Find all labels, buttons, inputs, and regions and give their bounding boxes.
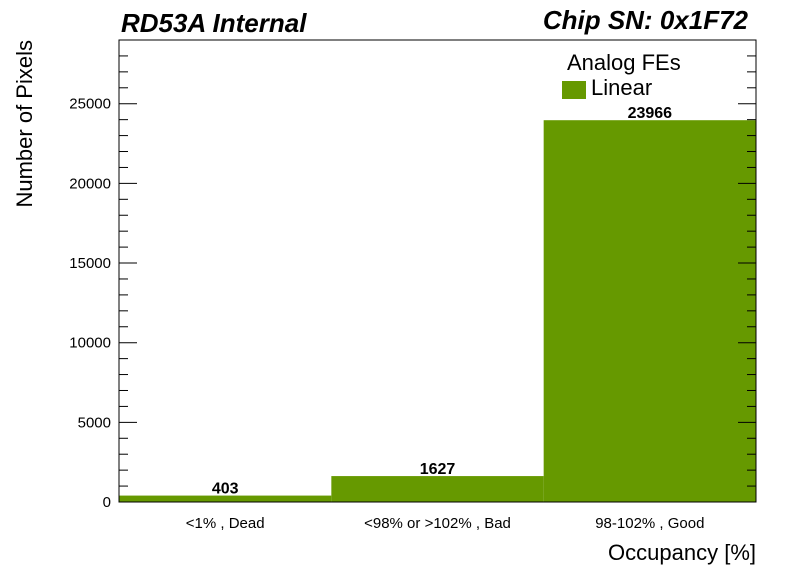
- y-tick-label-2: 10000: [69, 335, 111, 352]
- chart-header-left: RD53A Internal: [121, 8, 307, 38]
- legend-swatch: [562, 81, 586, 99]
- bar-0: [119, 495, 332, 502]
- bar-value-label-1: 1627: [420, 461, 456, 478]
- y-tick-label-1: 5000: [78, 414, 111, 431]
- x-tick-label-0: <1% , Dead: [186, 515, 265, 532]
- y-axis-ticks: [119, 39, 756, 503]
- x-tick-label-1: <98% or >102% , Bad: [364, 515, 511, 532]
- x-tick-label-2: 98-102% , Good: [595, 515, 704, 532]
- y-tick-label-5: 25000: [69, 96, 111, 113]
- bar-value-label-2: 23966: [628, 105, 673, 122]
- bar-2: [543, 120, 756, 502]
- bars-group: [119, 120, 756, 502]
- y-tick-label-4: 20000: [69, 175, 111, 192]
- bar-value-label-0: 403: [212, 481, 239, 498]
- y-axis-tick-labels: 0 5000 10000 15000 20000 25000: [69, 96, 111, 511]
- chart-header-right: Chip SN: 0x1F72: [543, 5, 749, 35]
- y-axis-title: Number of Pixels: [12, 40, 37, 208]
- bar-1: [331, 476, 544, 502]
- plot-frame: [118, 39, 757, 503]
- legend: Analog FEs Linear: [562, 50, 681, 100]
- x-axis-title: Occupancy [%]: [608, 540, 756, 565]
- legend-header: Analog FEs: [567, 50, 681, 75]
- y-tick-label-0: 0: [103, 494, 111, 511]
- x-axis-tick-labels: <1% , Dead <98% or >102% , Bad 98-102% , G…: [186, 515, 705, 532]
- y-tick-label-3: 15000: [69, 255, 111, 272]
- legend-entry-label: Linear: [591, 75, 652, 100]
- data-labels-group: 403 1627 23966: [212, 105, 672, 497]
